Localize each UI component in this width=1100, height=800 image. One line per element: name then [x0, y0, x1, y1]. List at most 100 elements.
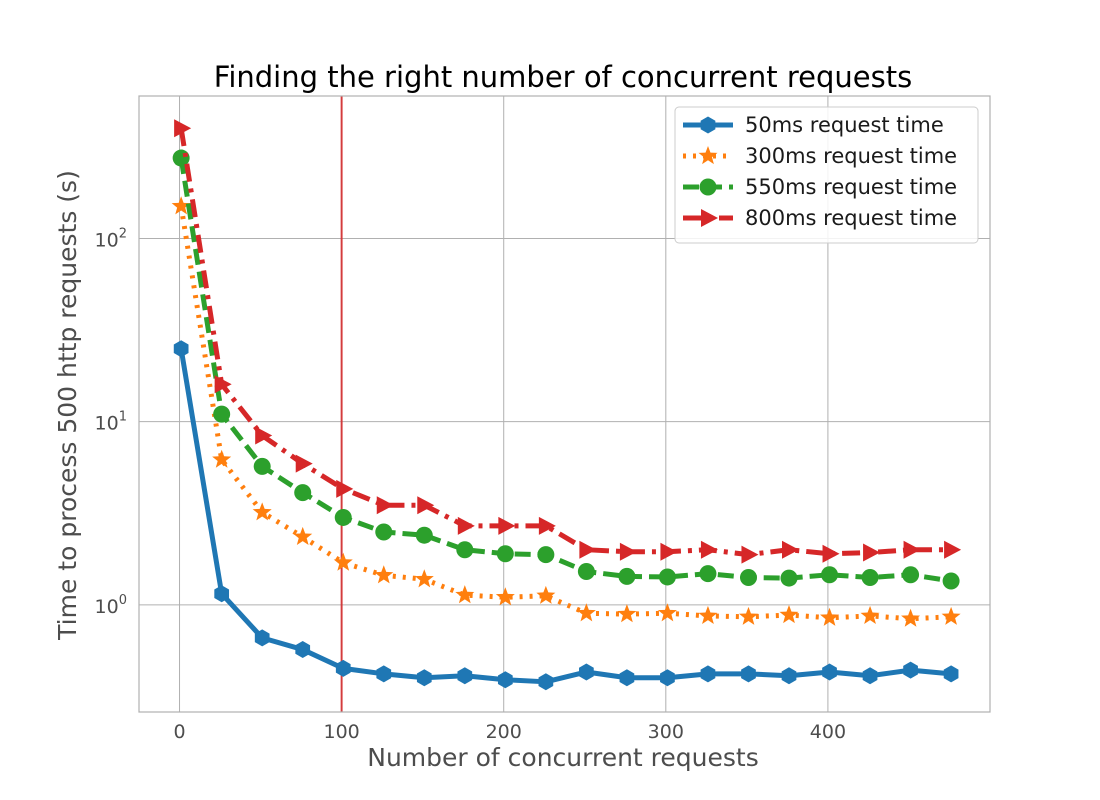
data-point — [214, 375, 232, 394]
data-point — [863, 543, 881, 562]
data-point — [944, 540, 962, 559]
data-point — [498, 516, 516, 535]
data-point — [538, 673, 554, 691]
data-point — [579, 540, 597, 559]
data-point — [822, 663, 837, 681]
data-point — [698, 605, 718, 625]
legend-label: 50ms request time — [745, 113, 944, 137]
data-point — [903, 540, 921, 559]
data-point — [414, 569, 434, 588]
data-point — [618, 567, 636, 585]
data-point — [213, 405, 231, 423]
y-tick-label: 100 — [95, 593, 127, 618]
data-point — [455, 585, 475, 604]
data-point — [375, 523, 393, 541]
data-point — [214, 585, 230, 603]
data-point — [741, 665, 756, 683]
data-point — [333, 552, 353, 571]
data-point — [577, 563, 595, 581]
data-point — [538, 516, 556, 535]
data-point — [579, 663, 594, 681]
data-point — [576, 603, 596, 622]
data-point — [657, 603, 677, 622]
data-point — [943, 665, 959, 683]
data-point — [820, 607, 840, 626]
y-axis-label: Time to process 500 http requests (s) — [53, 170, 82, 641]
legend-marker — [699, 178, 717, 196]
x-axis-ticks: 0 100 200 300 400 — [173, 721, 846, 743]
data-point — [658, 568, 676, 586]
legend-box — [674, 106, 979, 244]
data-point — [617, 604, 637, 623]
data-point — [862, 667, 878, 685]
legend-label: 800ms request time — [745, 206, 957, 230]
legend-item: 300ms request time — [683, 144, 957, 168]
data-point — [941, 606, 961, 625]
data-point — [700, 540, 718, 559]
legend-item: 800ms request time — [683, 206, 957, 230]
data-point — [660, 669, 675, 687]
data-point — [415, 526, 433, 544]
data-point — [779, 605, 799, 624]
data-point — [174, 119, 192, 138]
legend-marker — [701, 209, 718, 227]
data-point — [780, 569, 798, 587]
data-point — [456, 541, 474, 559]
y-axis-ticks: 100 101 102 — [95, 227, 127, 618]
legend-marker — [698, 146, 718, 165]
x-axis-label: Number of concurrent requests — [367, 743, 759, 772]
data-point — [861, 569, 879, 587]
data-point — [903, 661, 918, 679]
data-point — [171, 196, 191, 215]
x-tick-label: 0 — [173, 721, 185, 743]
data-point — [376, 496, 394, 515]
data-point — [700, 665, 716, 683]
x-tick-label: 300 — [648, 721, 684, 743]
data-point — [293, 526, 313, 545]
legend-label: 300ms request time — [745, 144, 957, 168]
data-point — [822, 544, 840, 563]
data-point — [252, 502, 272, 521]
series-3 — [172, 149, 960, 590]
data-point — [294, 484, 312, 502]
data-point — [741, 545, 759, 564]
data-point — [537, 546, 555, 564]
data-point — [173, 340, 189, 358]
data-point — [782, 540, 799, 559]
data-point — [619, 542, 637, 561]
legend-item: 50ms request time — [683, 113, 944, 137]
legend: 50ms request time 300ms request time 550ms… — [674, 106, 979, 244]
x-tick-label: 200 — [486, 721, 522, 743]
data-point — [335, 659, 351, 677]
data-point — [902, 566, 920, 584]
legend-item: 550ms request time — [683, 175, 957, 199]
data-point — [374, 565, 394, 584]
data-point — [212, 449, 232, 468]
series-1 — [173, 340, 959, 691]
data-point — [860, 605, 880, 625]
data-point — [739, 569, 757, 587]
data-point — [738, 606, 758, 625]
data-point — [295, 641, 311, 659]
data-point — [781, 667, 797, 685]
data-point — [336, 479, 354, 498]
data-point — [495, 587, 515, 606]
data-point — [497, 671, 513, 689]
data-point — [821, 566, 839, 584]
data-point — [457, 667, 473, 685]
data-point — [376, 665, 392, 683]
data-point — [254, 629, 270, 647]
legend-marker — [700, 116, 716, 134]
series-2 — [171, 196, 961, 627]
data-point — [901, 608, 921, 627]
x-tick-label: 100 — [323, 721, 359, 743]
series-layer — [171, 119, 962, 691]
data-point — [416, 669, 432, 687]
data-point — [457, 516, 475, 535]
data-point — [295, 454, 313, 473]
data-point — [496, 545, 514, 563]
data-point — [660, 542, 678, 561]
data-point — [417, 496, 435, 515]
legend-label: 550ms request time — [745, 175, 957, 199]
